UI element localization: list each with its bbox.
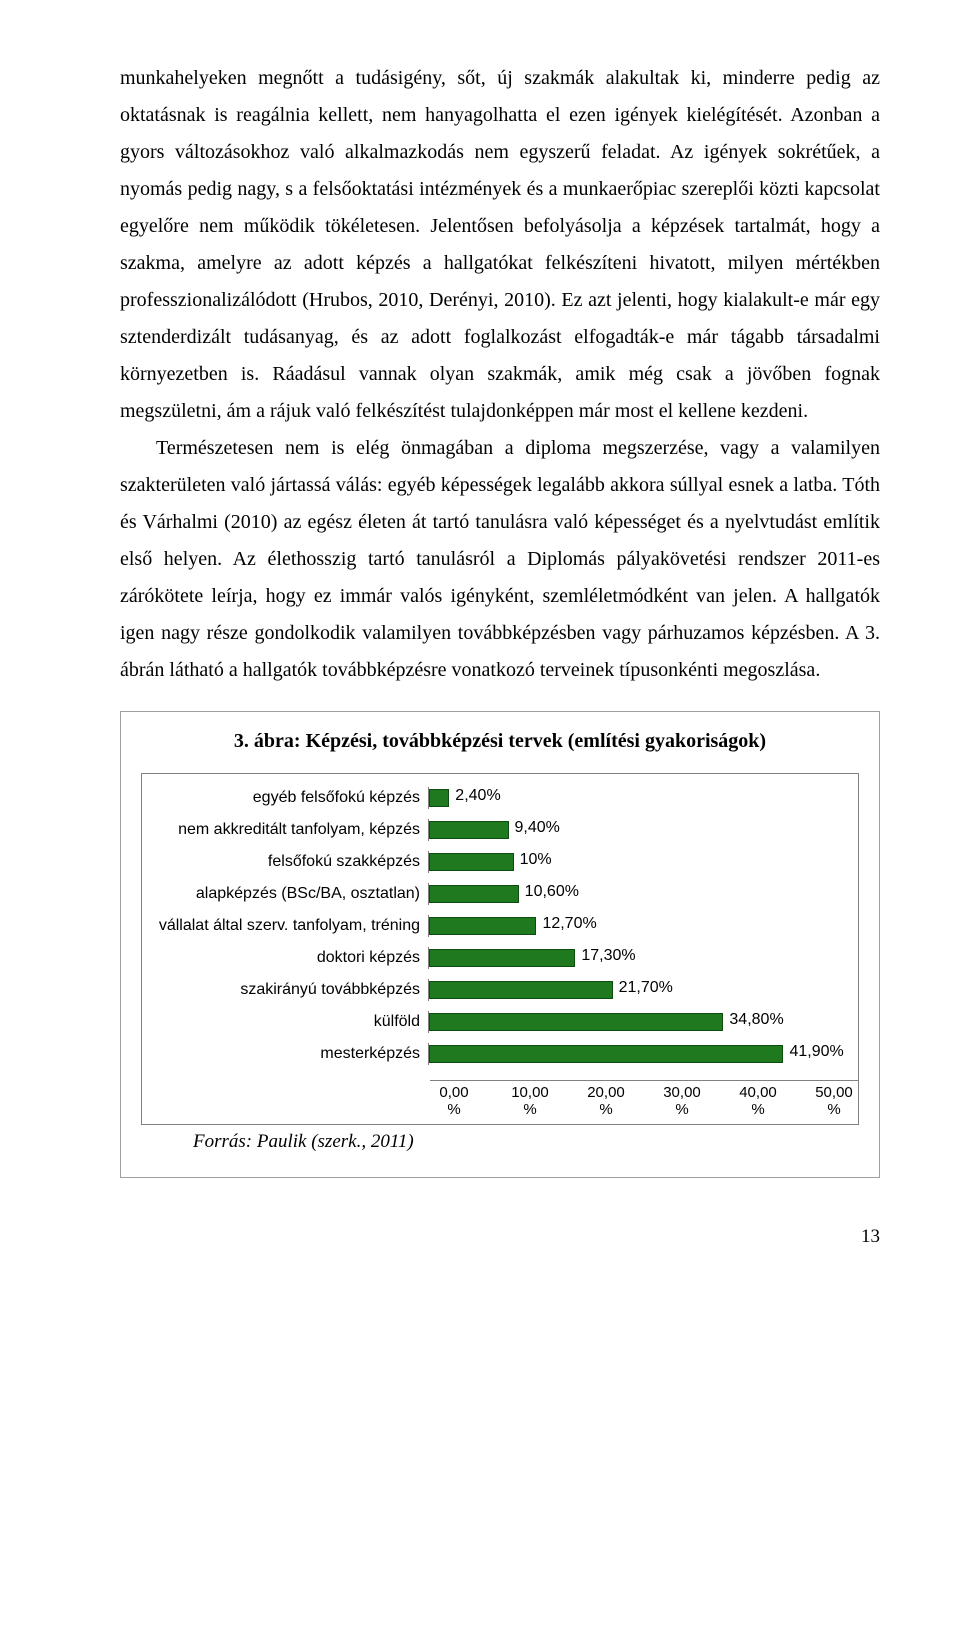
bar-track: 34,80%: [428, 1011, 852, 1033]
body-text-block: munkahelyeken megnőtt a tudásigény, sőt,…: [120, 60, 880, 689]
chart-container: 3. ábra: Képzési, továbbképzési tervek (…: [120, 711, 880, 1178]
bar-track: 9,40%: [428, 819, 852, 841]
bar-track: 10%: [428, 851, 852, 873]
bar-row: nem akkreditált tanfolyam, képzés 9,40%: [148, 814, 852, 846]
x-axis-ticks: 0,00% 10,00% 20,00% 30,00% 40,00% 50,00%: [430, 1080, 858, 1124]
bar-row: mesterképzés 41,90%: [148, 1038, 852, 1070]
bar-fill: [429, 885, 519, 903]
bar-row: külföld 34,80%: [148, 1006, 852, 1038]
bar-track: 41,90%: [428, 1043, 852, 1065]
x-axis-tick: 30,00%: [658, 1085, 706, 1118]
bar-label: szakirányú továbbképzés: [148, 981, 428, 999]
bar-fill: [429, 917, 536, 935]
bar-value-label: 34,80%: [729, 1011, 783, 1029]
x-axis-tick: 10,00%: [506, 1085, 554, 1118]
bar-label: mesterképzés: [148, 1045, 428, 1063]
x-axis-tick: 50,00%: [810, 1085, 858, 1118]
bar-row: felsőfokú szakképzés 10%: [148, 846, 852, 878]
bar-label: alapképzés (BSc/BA, osztatlan): [148, 885, 428, 903]
bar-row: doktori képzés 17,30%: [148, 942, 852, 974]
bar-value-label: 21,70%: [619, 979, 673, 997]
bar-row: egyéb felsőfokú képzés 2,40%: [148, 782, 852, 814]
bar-label: nem akkreditált tanfolyam, képzés: [148, 821, 428, 839]
bar-value-label: 17,30%: [581, 947, 635, 965]
paragraph-1: munkahelyeken megnőtt a tudásigény, sőt,…: [120, 60, 880, 430]
bar-fill: [429, 853, 514, 871]
bar-value-label: 12,70%: [542, 915, 596, 933]
bar-fill: [429, 1013, 723, 1031]
bar-value-label: 10,60%: [525, 883, 579, 901]
bar-track: 12,70%: [428, 915, 852, 937]
chart-area: egyéb felsőfokú képzés 2,40% nem akkreditá…: [141, 773, 859, 1125]
bar-fill: [429, 821, 509, 839]
x-axis-tick: 40,00%: [734, 1085, 782, 1118]
bar-label: vállalat által szerv. tanfolyam, tréning: [148, 917, 428, 935]
x-axis-tick: 0,00%: [430, 1085, 478, 1118]
x-axis-spacer: [142, 1080, 430, 1124]
bar-row: szakirányú továbbképzés 21,70%: [148, 974, 852, 1006]
bar-track: 17,30%: [428, 947, 852, 969]
page-number: 13: [120, 1226, 880, 1248]
bar-label: felsőfokú szakképzés: [148, 853, 428, 871]
bar-value-label: 2,40%: [455, 787, 500, 805]
bar-row: vállalat által szerv. tanfolyam, tréning…: [148, 910, 852, 942]
bar-track: 2,40%: [428, 787, 852, 809]
bar-value-label: 10%: [520, 851, 552, 869]
paragraph-2: Természetesen nem is elég önmagában a di…: [120, 430, 880, 689]
bar-value-label: 9,40%: [515, 819, 560, 837]
bar-row: alapképzés (BSc/BA, osztatlan) 10,60%: [148, 878, 852, 910]
bar-fill: [429, 1045, 783, 1063]
chart-title: 3. ábra: Képzési, továbbképzési tervek (…: [141, 730, 859, 753]
bar-value-label: 41,90%: [789, 1043, 843, 1061]
bar-label: külföld: [148, 1013, 428, 1031]
bar-track: 21,70%: [428, 979, 852, 1001]
x-axis-tick: 20,00%: [582, 1085, 630, 1118]
bar-fill: [429, 949, 575, 967]
bar-fill: [429, 981, 613, 999]
chart-bars: egyéb felsőfokú képzés 2,40% nem akkreditá…: [142, 782, 858, 1078]
chart-x-axis: 0,00% 10,00% 20,00% 30,00% 40,00% 50,00%: [142, 1080, 858, 1124]
chart-source: Forrás: Paulik (szerk., 2011): [141, 1131, 859, 1153]
bar-label: doktori képzés: [148, 949, 428, 967]
bar-label: egyéb felsőfokú képzés: [148, 789, 428, 807]
bar-fill: [429, 789, 449, 807]
bar-track: 10,60%: [428, 883, 852, 905]
